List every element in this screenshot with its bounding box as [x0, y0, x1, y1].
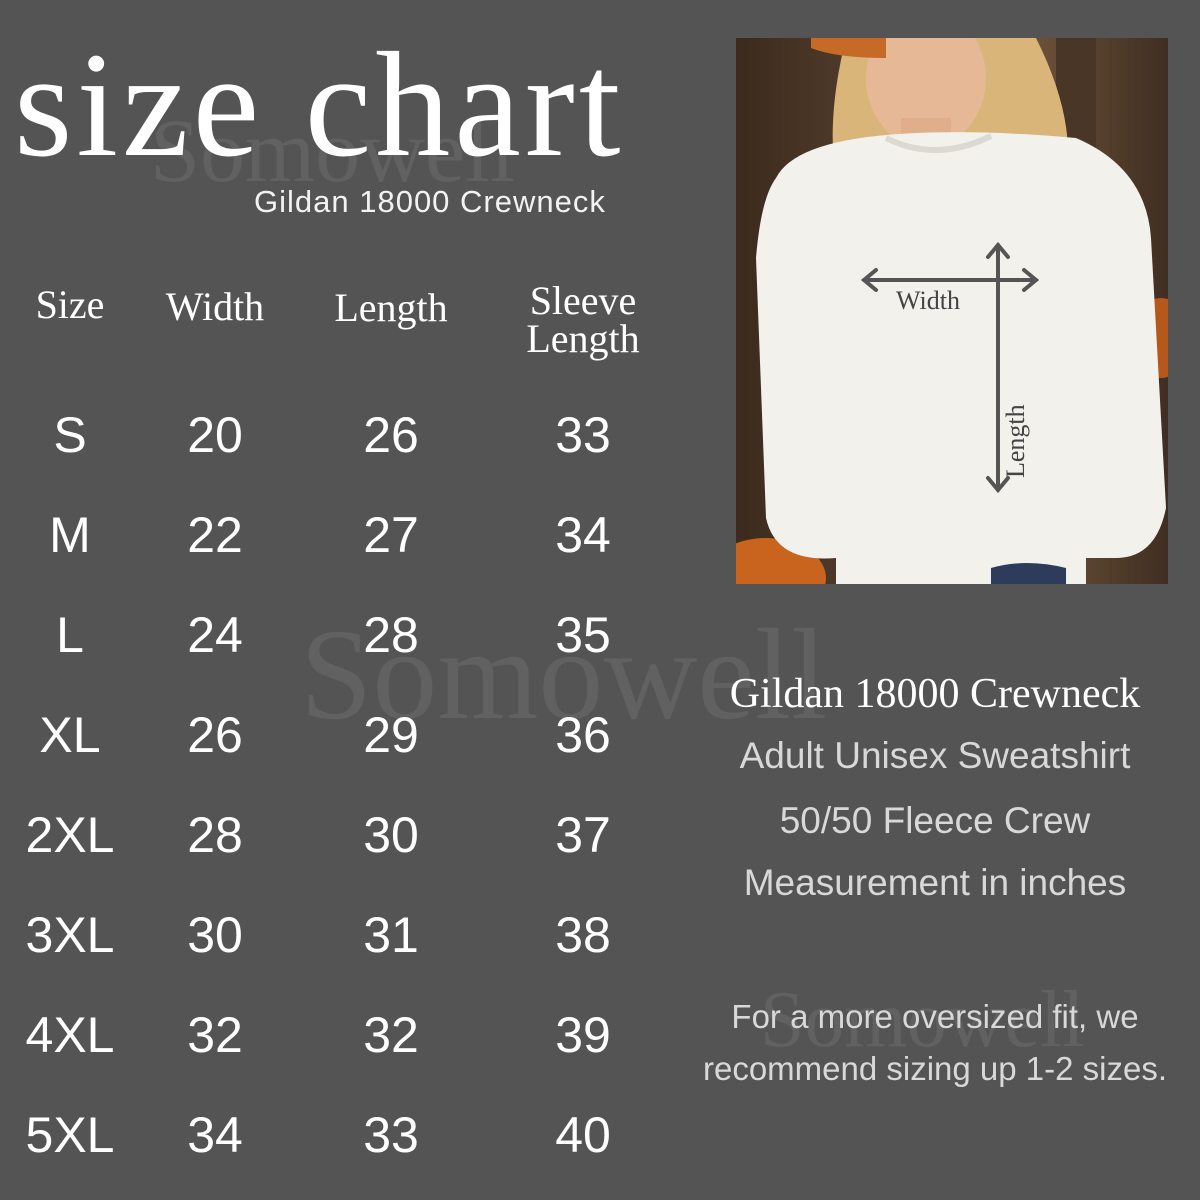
- cell-size: S: [53, 407, 87, 463]
- header-sleeve-length: Sleeve Length: [526, 278, 640, 361]
- cell-length: 32: [363, 1007, 419, 1063]
- cell-length: 28: [363, 607, 419, 663]
- cell-size: 4XL: [25, 1007, 115, 1063]
- cell-length: 27: [363, 507, 419, 563]
- cell-size: M: [49, 507, 91, 563]
- cell-width: 30: [187, 907, 243, 963]
- info-line-2: 50/50 Fleece Crew: [779, 800, 1091, 841]
- cell-sleeve-length: 40: [555, 1107, 611, 1163]
- watermark: Somowell: [760, 976, 1085, 1064]
- page-title: size chart: [14, 22, 625, 188]
- cell-width: 22: [187, 507, 243, 563]
- cell-length: 29: [363, 707, 419, 763]
- cell-width: 26: [187, 707, 243, 763]
- cell-sleeve-length: 39: [555, 1007, 611, 1063]
- header-width: Width: [165, 284, 265, 329]
- cell-sleeve-length: 37: [555, 807, 611, 863]
- cell-size: 2XL: [25, 807, 115, 863]
- cell-sleeve-length: 35: [555, 607, 611, 663]
- header-size: Size: [35, 282, 105, 327]
- watermark: Somowell: [150, 102, 516, 201]
- cell-size: 3XL: [25, 907, 115, 963]
- model-sweatshirt-image: [736, 38, 1168, 584]
- info-line-3: Measurement in inches: [743, 862, 1127, 903]
- cell-length: 31: [363, 907, 419, 963]
- cell-size: XL: [39, 707, 101, 763]
- cell-width: 32: [187, 1007, 243, 1063]
- cell-sleeve-length: 36: [555, 707, 611, 763]
- length-label: Length: [1001, 404, 1030, 478]
- cell-sleeve-length: 33: [555, 407, 611, 463]
- fit-note-line-1: For a more oversized fit, we: [731, 998, 1139, 1035]
- cell-width: 28: [187, 807, 243, 863]
- width-label: Width: [896, 286, 960, 315]
- cell-width: 20: [187, 407, 243, 463]
- info-line-1: Adult Unisex Sweatshirt: [739, 735, 1131, 776]
- cell-width: 24: [187, 607, 243, 663]
- info-product-title: Gildan 18000 Crewneck: [729, 671, 1141, 717]
- cell-sleeve-length: 38: [555, 907, 611, 963]
- cell-length: 30: [363, 807, 419, 863]
- cell-size: L: [56, 607, 84, 663]
- fit-note-line-2: recommend sizing up 1-2 sizes.: [702, 1050, 1168, 1087]
- cell-size: 5XL: [25, 1107, 115, 1163]
- cell-length: 26: [363, 407, 419, 463]
- cell-width: 34: [187, 1107, 243, 1163]
- header-length: Length: [334, 285, 448, 330]
- cell-length: 33: [363, 1107, 419, 1163]
- cell-sleeve-length: 34: [555, 507, 611, 563]
- product-photo: Width Length: [736, 38, 1168, 584]
- subtitle: Gildan 18000 Crewneck: [254, 184, 606, 219]
- watermark: Somowell: [300, 603, 828, 747]
